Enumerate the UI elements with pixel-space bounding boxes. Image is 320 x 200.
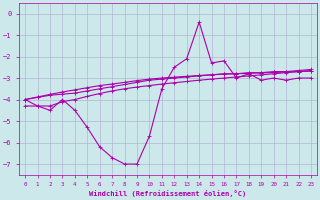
X-axis label: Windchill (Refroidissement éolien,°C): Windchill (Refroidissement éolien,°C) xyxy=(90,190,247,197)
